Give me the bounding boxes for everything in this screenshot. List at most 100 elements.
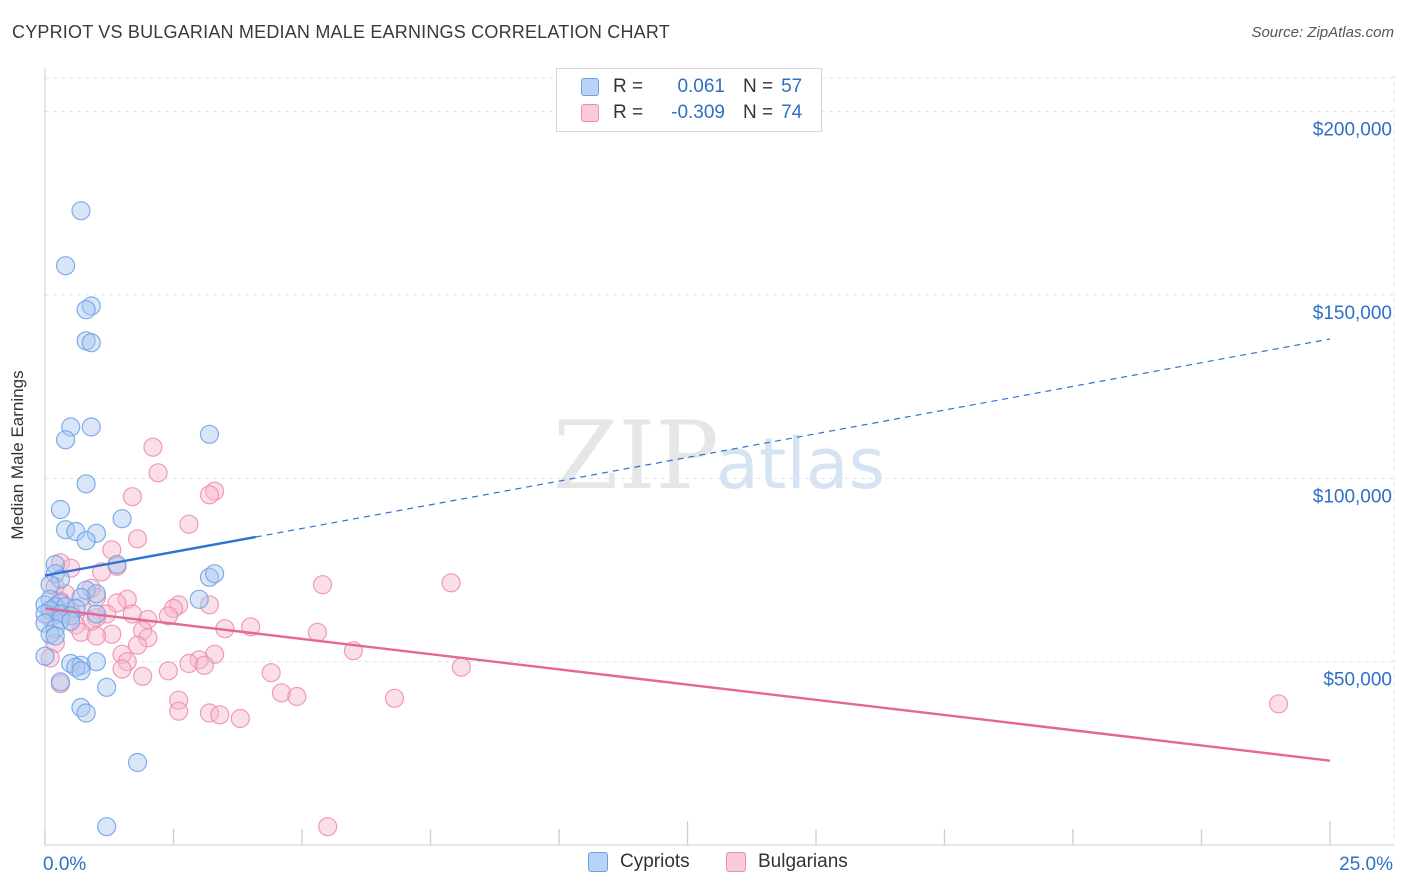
trend-lines <box>44 338 1331 762</box>
cypriot-point <box>97 677 117 697</box>
cypriot-point <box>199 424 220 444</box>
bulgarian-point <box>112 659 132 679</box>
tick-labels: $50,000 $100,000 $150,000 $200,000 0.0% 25.0% <box>43 120 1393 875</box>
bulgarian-point <box>451 657 471 677</box>
cypriot-point <box>189 589 209 609</box>
cypriot-point <box>55 430 76 450</box>
bulgarian-point <box>199 595 220 615</box>
bulgarian-point <box>127 529 148 549</box>
watermark-atlas: atlas <box>716 423 885 505</box>
cypriot-point <box>76 531 96 551</box>
legend-n-value: 57 <box>781 76 803 97</box>
y-tick-label: $50,000 <box>1323 670 1392 691</box>
bulgarians-points <box>40 437 1289 837</box>
legend-n-label: N = <box>743 76 774 97</box>
bulgarian-point <box>143 437 163 457</box>
cypriot-point <box>35 646 55 666</box>
x-tick-label-min: 0.0% <box>43 854 86 875</box>
series-swatch-bulgarians <box>726 852 746 872</box>
legend-r-label: R = <box>613 76 644 97</box>
legend-row-bulgarians: R = -0.309 N = 74 <box>581 100 802 126</box>
bulgarian-point <box>179 514 199 534</box>
bulgarian-point <box>45 633 65 653</box>
x-tick-label-max: 25.0% <box>1339 854 1393 875</box>
bulgarian-point <box>133 666 153 686</box>
y-axis-label: Median Male Earnings <box>8 370 27 540</box>
bulgarian-point <box>384 688 405 708</box>
bulgarian-point <box>117 589 137 609</box>
legend-n-label: N = <box>743 102 774 123</box>
cypriot-point <box>71 201 91 221</box>
cypriot-point <box>50 672 71 692</box>
bulgarian-point <box>307 622 328 642</box>
bulgarian-point <box>158 661 178 681</box>
legend-swatch-bulgarians <box>581 104 599 122</box>
legend-swatch-cypriots <box>581 78 599 96</box>
legend-n-value: 74 <box>781 102 803 123</box>
cypriot-point <box>45 619 65 639</box>
bulgarian-point <box>318 817 338 837</box>
bulgarian-point <box>179 653 199 674</box>
bulgarian-point <box>199 485 220 505</box>
bulgarian-point <box>261 663 281 683</box>
cypriot-point <box>205 564 225 584</box>
bulgarian-point <box>287 686 307 707</box>
bulgarian-point <box>230 708 250 729</box>
axes <box>44 68 1394 846</box>
cypriot-point <box>71 697 91 718</box>
series-label-cypriots: Cypriots <box>620 851 690 872</box>
series-label-bulgarians: Bulgarians <box>758 851 848 872</box>
cypriot-point <box>66 657 86 677</box>
y-tick-label: $200,000 <box>1313 120 1392 141</box>
correlation-legend: R = 0.061 N = 57 R = -0.309 N = 74 <box>556 68 822 132</box>
bulgarian-point <box>194 655 214 675</box>
bulgarian-point <box>1268 694 1289 714</box>
bulgarian-point <box>312 575 333 595</box>
bulgarian-point <box>102 624 122 644</box>
cypriot-point <box>112 509 132 529</box>
y-tick-label: $100,000 <box>1313 486 1392 507</box>
chart-title: CYPRIOT VS BULGARIAN MEDIAN MALE EARNING… <box>12 22 670 42</box>
source-label: Source: ZipAtlas.com <box>1251 24 1394 41</box>
cypriot-point <box>127 752 148 773</box>
bulgarians-trend <box>44 607 1331 762</box>
series-legend-cypriots[interactable]: Cypriots <box>588 851 690 873</box>
cypriot-point <box>76 474 96 494</box>
cypriot-point <box>81 296 101 316</box>
cypriot-point <box>86 584 107 604</box>
cypriot-point <box>76 300 96 320</box>
bulgarian-point <box>158 606 178 626</box>
cypriot-point <box>86 652 107 672</box>
cypriot-point <box>97 817 117 837</box>
legend-r-value: -0.309 <box>671 102 725 123</box>
cypriot-point <box>61 417 81 437</box>
bulgarian-point <box>122 487 142 507</box>
zipatlas-watermark: ZIP atlas <box>553 402 885 511</box>
bulgarian-point <box>210 705 230 725</box>
legend-r-value: 0.061 <box>677 76 725 97</box>
bulgarian-point <box>91 562 112 582</box>
legend-r-label: R = <box>613 102 644 123</box>
cypriot-point <box>76 703 96 723</box>
bulgarian-point <box>205 481 225 501</box>
bulgarian-point <box>441 573 461 593</box>
bulgarian-point <box>271 683 292 703</box>
y-tick-label: $150,000 <box>1313 303 1392 324</box>
bulgarian-point <box>148 463 168 483</box>
cypriot-point <box>35 613 55 633</box>
cypriots-trend-solid <box>44 535 256 577</box>
cypriot-point <box>86 523 107 543</box>
cypriot-point <box>71 661 91 681</box>
cypriot-point <box>199 567 220 587</box>
bulgarian-point <box>169 690 189 710</box>
cypriot-point <box>45 626 65 646</box>
legend-row-cypriots: R = 0.061 N = 57 <box>581 74 802 100</box>
bulgarian-point <box>86 626 107 646</box>
cypriot-point <box>55 256 76 276</box>
cypriot-point <box>81 333 101 353</box>
bulgarian-point <box>127 635 148 655</box>
series-legend-bulgarians[interactable]: Bulgarians <box>726 851 848 873</box>
bulgarian-point <box>138 628 158 648</box>
cypriot-point <box>81 417 101 437</box>
cypriot-point <box>71 587 91 608</box>
